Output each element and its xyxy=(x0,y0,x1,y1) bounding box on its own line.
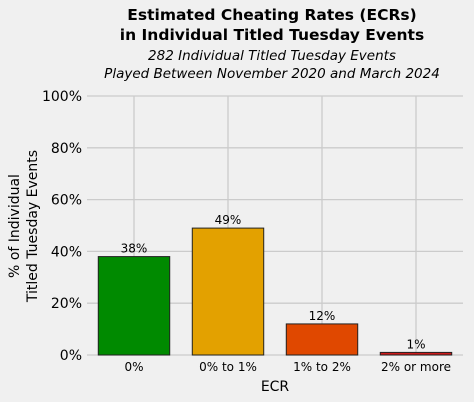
x-tick-label: 0% to 1% xyxy=(199,360,257,374)
bar xyxy=(97,256,171,356)
y-tick-label: 100% xyxy=(42,89,82,105)
y-axis-label-line-1: % of Individual xyxy=(7,174,23,278)
y-axis-label-line-2: Titled Tuesday Events xyxy=(25,150,41,303)
x-tick-label: 2% or more xyxy=(381,360,451,374)
x-axis-label: ECR xyxy=(261,379,290,395)
bar xyxy=(191,227,265,356)
chart-subtitle-line-1: 282 Individual Titled Tuesday Events xyxy=(148,48,396,64)
chart-subtitle-line-2: Played Between November 2020 and March 2… xyxy=(104,66,440,82)
x-tick-label: 0% xyxy=(124,360,143,374)
bar xyxy=(379,351,453,356)
data-label: 12% xyxy=(309,309,336,323)
data-labels: 38% 49% 12% 1% xyxy=(121,213,426,351)
y-tick-label: 60% xyxy=(51,193,82,209)
bars xyxy=(97,227,453,356)
x-tick-label: 1% to 2% xyxy=(293,360,351,374)
data-label: 38% xyxy=(121,242,148,256)
chart-title-line-1: Estimated Cheating Rates (ECRs) xyxy=(127,6,416,24)
y-tick-label: 80% xyxy=(51,141,82,157)
y-tick-label: 0% xyxy=(60,348,82,364)
y-tick-label: 20% xyxy=(51,296,82,312)
y-axis-ticks: 0% 20% 40% 60% 80% 100% xyxy=(42,89,82,364)
data-label: 49% xyxy=(215,213,242,227)
data-label: 1% xyxy=(406,337,425,351)
chart-title-line-2: in Individual Titled Tuesday Events xyxy=(120,26,424,44)
y-tick-label: 40% xyxy=(51,244,82,260)
x-axis-ticks: 0% 0% to 1% 1% to 2% 2% or more xyxy=(124,360,451,374)
bar xyxy=(285,323,359,356)
